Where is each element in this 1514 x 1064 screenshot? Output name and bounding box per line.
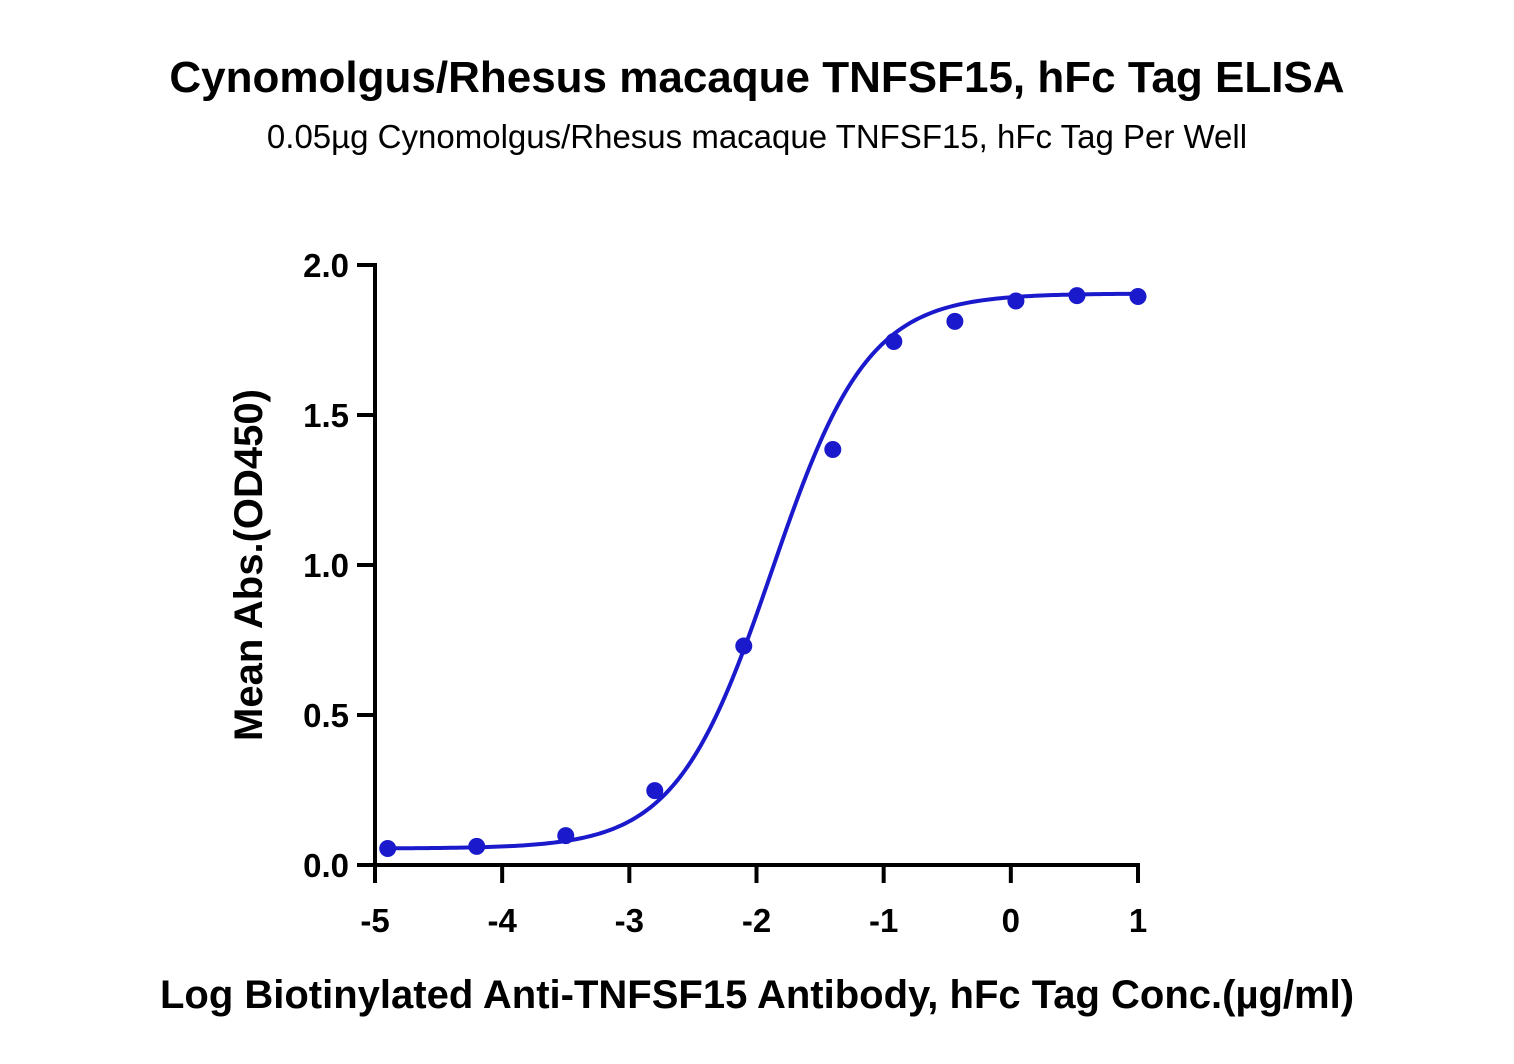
data-point <box>1129 288 1147 305</box>
data-points-layer <box>379 287 1147 857</box>
x-axis-title: Log Biotinylated Anti-TNFSF15 Antibody, … <box>160 973 1354 1017</box>
data-point <box>735 637 753 655</box>
data-point <box>885 333 903 350</box>
y-tick-label: 2.0 <box>303 247 349 284</box>
fit-curve-layer <box>387 291 1139 851</box>
y-tick-label: 0.5 <box>303 697 349 734</box>
axes: 0.0 0.5 1.0 1.5 2.0 -5 -4 -3 -2 -1 0 1 <box>303 247 1147 939</box>
x-tick-label: -5 <box>360 902 389 939</box>
data-point <box>379 840 397 857</box>
y-tick-label: 0.0 <box>303 847 349 884</box>
x-tick-label: 1 <box>1129 902 1147 939</box>
data-point <box>946 312 964 330</box>
data-point <box>1068 287 1086 305</box>
y-axis-title: Mean Abs.(OD450) <box>227 389 271 741</box>
chart-title: Cynomolgus/Rhesus macaque TNFSF15, hFc T… <box>169 53 1345 102</box>
fit-curve <box>387 291 1139 851</box>
data-point <box>646 782 664 800</box>
x-tick-label: 0 <box>1002 902 1020 939</box>
x-tick-label: -2 <box>742 902 771 939</box>
data-point <box>824 441 842 458</box>
y-tick-label: 1.0 <box>303 547 349 584</box>
x-tick-label: -3 <box>615 902 644 939</box>
x-tick-label: -4 <box>487 902 517 939</box>
data-point <box>468 837 486 855</box>
y-tick-label: 1.5 <box>303 397 349 434</box>
x-tick-label: -1 <box>869 902 898 939</box>
data-point <box>557 827 575 845</box>
chart-subtitle: 0.05µg Cynomolgus/Rhesus macaque TNFSF15… <box>266 118 1248 155</box>
data-point <box>1007 292 1025 310</box>
